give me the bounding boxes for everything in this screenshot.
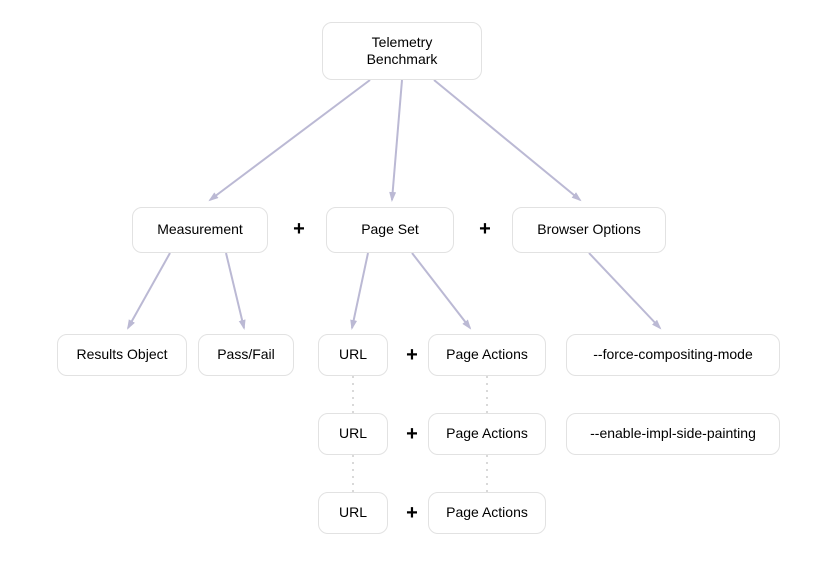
arrow-2 xyxy=(434,80,580,200)
diagram-edges xyxy=(0,0,838,567)
arrow-0 xyxy=(210,80,370,200)
arrow-5 xyxy=(352,253,368,328)
node-passfail: Pass/Fail xyxy=(198,334,294,376)
node-browseropts: Browser Options xyxy=(512,207,666,253)
node-root: Telemetry Benchmark xyxy=(322,22,482,80)
node-measurement: Measurement xyxy=(132,207,268,253)
arrow-7 xyxy=(589,253,660,328)
node-opt1: --force-compositing-mode xyxy=(566,334,780,376)
node-results: Results Object xyxy=(57,334,187,376)
arrow-3 xyxy=(128,253,170,328)
node-url3: URL xyxy=(318,492,388,534)
arrow-4 xyxy=(226,253,244,328)
plus-p5: + xyxy=(402,503,422,523)
arrow-6 xyxy=(412,253,470,328)
plus-p3: + xyxy=(402,345,422,365)
node-pa1: Page Actions xyxy=(428,334,546,376)
node-url2: URL xyxy=(318,413,388,455)
plus-p4: + xyxy=(402,424,422,444)
plus-p1: + xyxy=(289,219,309,239)
node-pa3: Page Actions xyxy=(428,492,546,534)
plus-p2: + xyxy=(475,219,495,239)
node-url1: URL xyxy=(318,334,388,376)
node-pageset: Page Set xyxy=(326,207,454,253)
node-pa2: Page Actions xyxy=(428,413,546,455)
arrow-1 xyxy=(392,80,402,200)
node-opt2: --enable-impl-side-painting xyxy=(566,413,780,455)
